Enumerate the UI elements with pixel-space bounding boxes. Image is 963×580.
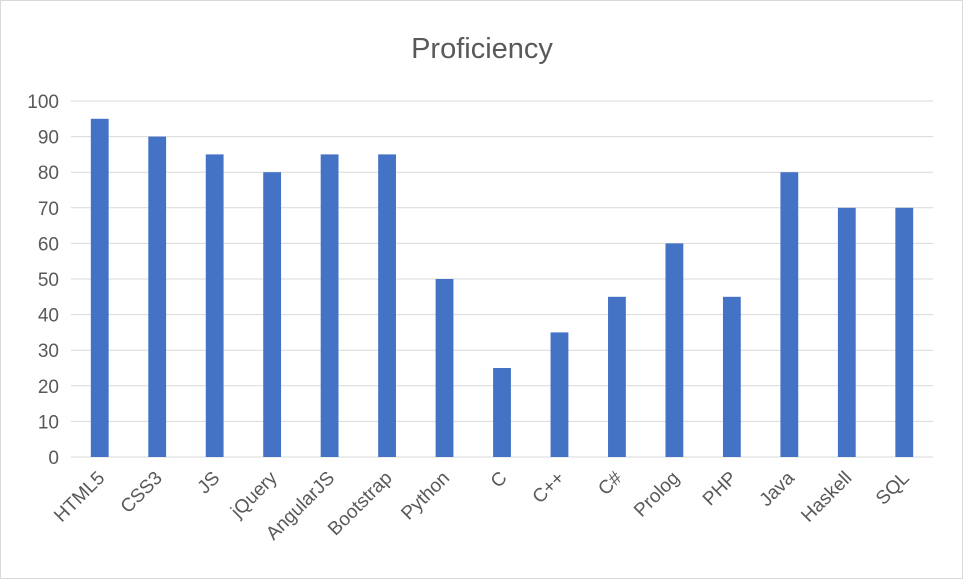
y-axis-ticks: 0 10 20 30 40 50 60 70 80 90 100 bbox=[27, 92, 59, 469]
bar-jquery bbox=[263, 172, 282, 457]
bar-bootstrap bbox=[378, 154, 396, 457]
bar-haskell bbox=[837, 207, 856, 457]
x-tick-label: C++ bbox=[529, 468, 569, 508]
bar-c bbox=[493, 368, 511, 457]
y-tick-label: 60 bbox=[38, 234, 59, 255]
x-tick-label: Prolog bbox=[630, 468, 684, 522]
y-tick-label: 80 bbox=[38, 163, 59, 184]
bar-c bbox=[608, 296, 626, 457]
bar-prolog bbox=[665, 243, 684, 457]
x-tick-label: jQuery bbox=[227, 467, 282, 522]
x-tick-label: C bbox=[487, 468, 512, 493]
chart-title: Proficiency bbox=[411, 33, 553, 65]
x-tick-label: Haskell bbox=[797, 468, 856, 527]
bars bbox=[90, 118, 914, 458]
bar-css3 bbox=[148, 136, 167, 457]
y-tick-label: 30 bbox=[38, 341, 59, 362]
y-tick-label: 100 bbox=[27, 92, 59, 113]
x-tick-label: JS bbox=[194, 468, 225, 499]
bar-c bbox=[550, 332, 569, 457]
x-tick-label: C# bbox=[594, 467, 626, 499]
bar-java bbox=[780, 172, 799, 457]
bar-python bbox=[435, 279, 454, 457]
bar-php bbox=[722, 296, 741, 457]
x-tick-label: CSS3 bbox=[117, 468, 167, 518]
x-tick-label: PHP bbox=[699, 468, 741, 510]
x-tick-label: Python bbox=[397, 468, 454, 525]
y-tick-label: 10 bbox=[38, 412, 59, 433]
y-tick-label: 70 bbox=[38, 199, 59, 220]
bar-html5 bbox=[90, 118, 109, 458]
bar-js bbox=[205, 154, 224, 457]
y-tick-label: 20 bbox=[38, 377, 59, 398]
bar-sql bbox=[895, 207, 914, 457]
y-tick-label: 0 bbox=[48, 448, 59, 469]
x-tick-label: HTML5 bbox=[50, 468, 109, 527]
x-tick-label: SQL bbox=[872, 468, 914, 510]
y-tick-label: 90 bbox=[38, 128, 59, 149]
y-tick-label: 40 bbox=[38, 306, 59, 327]
x-tick-label: Java bbox=[756, 467, 800, 511]
y-tick-label: 50 bbox=[38, 270, 59, 291]
bar-angularjs bbox=[320, 154, 339, 457]
